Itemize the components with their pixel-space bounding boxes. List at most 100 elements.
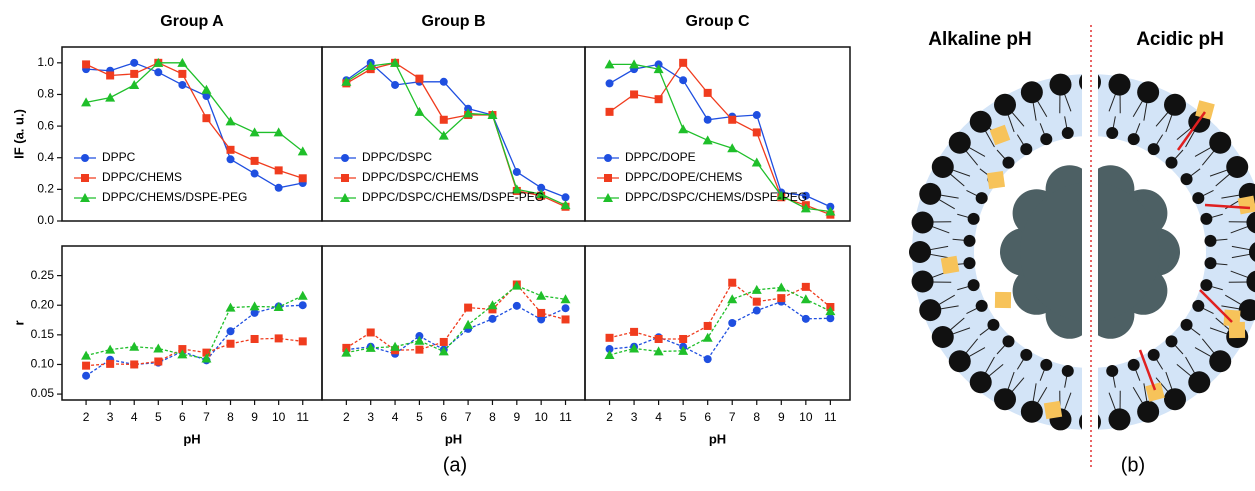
x-tick-label: 5: [416, 410, 423, 424]
point: [105, 92, 116, 102]
legend-label: DPPC/DSPC/CHEMS: [362, 170, 479, 184]
lipid-head: [1137, 81, 1160, 104]
x-tick-label: 2: [343, 410, 350, 424]
lipid-head: [1200, 279, 1213, 292]
lipid-head: [919, 182, 942, 205]
x-tick-label: 5: [680, 410, 687, 424]
split-gap: [1082, 55, 1098, 455]
point: [463, 108, 474, 118]
lipid-tail: [1176, 126, 1193, 141]
point: [604, 59, 615, 69]
lipid-head: [1106, 127, 1119, 140]
lipid-head: [911, 211, 934, 234]
drug: [986, 170, 1006, 190]
point: [153, 57, 164, 67]
lipid-head: [1002, 335, 1015, 348]
point: [511, 280, 522, 290]
point: [130, 58, 139, 67]
lipid-head: [948, 131, 971, 154]
point: [177, 349, 188, 359]
x-tick-label: 10: [799, 410, 813, 424]
x-tick-label: 4: [655, 410, 662, 424]
point: [274, 334, 283, 343]
point: [678, 345, 689, 355]
lipid-head: [1040, 133, 1053, 146]
point: [561, 315, 570, 324]
point: [512, 301, 521, 310]
lipid-head: [1020, 143, 1033, 156]
y-tick-label: 0.2: [37, 182, 54, 196]
point: [249, 127, 260, 137]
point: [487, 110, 498, 120]
point: [488, 305, 497, 314]
point: [341, 347, 352, 357]
diagram-label: Acidic pH: [1136, 29, 1224, 50]
point: [752, 297, 761, 306]
series-line: [346, 284, 566, 354]
series-line: [86, 337, 303, 367]
x-tick-label: 3: [367, 410, 374, 424]
x-tick-label: 11: [297, 410, 310, 424]
x-tick-label: 9: [778, 410, 785, 424]
lipid-tail: [1032, 100, 1037, 121]
point: [800, 294, 811, 304]
series-line: [346, 62, 566, 208]
y-axis-label: r: [11, 320, 26, 325]
x-tick-label: 6: [440, 410, 447, 424]
release-arrow: [1176, 111, 1207, 151]
point: [82, 361, 91, 370]
lipid-tail: [1215, 317, 1232, 332]
x-tick-label: 4: [392, 410, 399, 424]
drug: [940, 255, 960, 275]
point: [153, 343, 164, 353]
plot-frame: [61, 245, 323, 401]
point: [225, 302, 236, 312]
point: [414, 335, 425, 345]
point: [604, 174, 612, 182]
lipid-head: [1040, 358, 1053, 371]
x-tick-label: 7: [465, 410, 472, 424]
lipid-head: [994, 93, 1016, 116]
lipid-head: [1249, 242, 1255, 262]
lipid-tail: [938, 305, 959, 310]
point: [341, 154, 349, 162]
point: [202, 92, 211, 101]
lipid-tail: [964, 149, 979, 166]
point: [250, 334, 259, 343]
point: [728, 278, 737, 287]
point: [653, 64, 664, 74]
point: [106, 71, 115, 80]
x-tick-label: 4: [131, 410, 138, 424]
point: [728, 115, 737, 124]
x-tick-label: 11: [559, 410, 572, 424]
point: [201, 353, 212, 363]
point: [366, 328, 375, 337]
point: [605, 79, 614, 88]
lipid-tail: [1108, 91, 1117, 112]
point: [679, 334, 688, 343]
point: [630, 327, 639, 336]
point: [297, 146, 308, 156]
point: [105, 344, 116, 354]
chart-title: Group B: [422, 13, 486, 30]
lipid-tail: [966, 347, 986, 359]
y-tick-label: 0.0: [37, 213, 54, 227]
point: [390, 57, 401, 67]
point: [273, 302, 284, 312]
point: [488, 314, 497, 323]
point: [463, 319, 474, 329]
point: [679, 76, 688, 85]
lipid-tail: [1108, 392, 1117, 413]
lipid-tail: [927, 245, 949, 251]
lipid-head: [1192, 192, 1205, 205]
lipid-tail: [1221, 194, 1242, 199]
point: [777, 294, 786, 303]
lipid-tail: [1006, 371, 1015, 392]
x-axis-label: pH: [183, 431, 200, 446]
point: [178, 345, 187, 354]
point: [752, 111, 761, 120]
lipid-tail: [950, 327, 971, 336]
series-line: [346, 305, 566, 355]
lipid-head: [1238, 299, 1255, 322]
point: [154, 68, 163, 77]
